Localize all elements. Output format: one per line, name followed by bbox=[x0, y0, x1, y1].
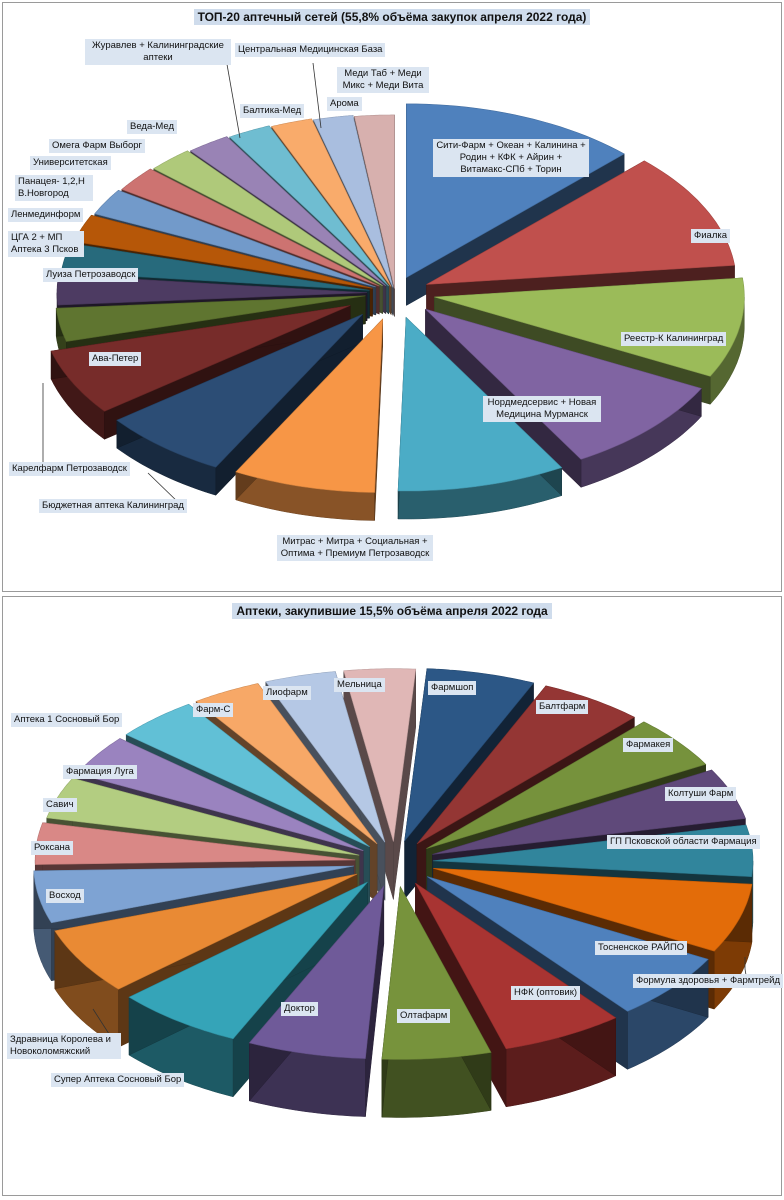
data-label: Восход bbox=[46, 889, 84, 903]
data-label: Ленмединформ bbox=[8, 208, 84, 222]
data-label: Тосненское РАЙПО bbox=[595, 941, 688, 955]
data-label: Фарм-С bbox=[193, 703, 234, 717]
data-label: Лиофарм bbox=[263, 686, 311, 700]
data-label: Доктор bbox=[281, 1002, 318, 1016]
data-label: Бюджетная аптека Калининград bbox=[39, 499, 187, 513]
leader-line bbox=[744, 957, 747, 976]
data-label: Панацея- 1,2,Н В.Новгород bbox=[15, 175, 93, 201]
data-label: Ава-Петер bbox=[89, 352, 142, 366]
data-label: Центральная Медицинская База bbox=[235, 43, 386, 57]
chart-title: ТОП-20 аптечный сетей (55,8% объёма заку… bbox=[3, 9, 781, 25]
data-label: Балтфарм bbox=[536, 700, 589, 714]
data-label: ЦГА 2 + МП Аптека 3 Псков bbox=[8, 231, 84, 257]
data-label: Формула здоровья + Фармтрейд bbox=[633, 974, 784, 988]
data-label: Журавлев + Калининградские аптеки bbox=[85, 39, 231, 65]
data-label: Арома bbox=[327, 97, 362, 111]
data-label: Нордмедсервис + Новая Медицина Мурманск bbox=[483, 396, 601, 422]
data-label: Карелфарм Петрозаводск bbox=[9, 462, 130, 476]
data-label: Университетская bbox=[30, 156, 111, 170]
top20-slice-6 bbox=[116, 313, 363, 496]
data-label: Савич bbox=[43, 798, 77, 812]
data-label: Супер Аптека Сосновый Бор bbox=[51, 1073, 185, 1087]
top20-slice-5 bbox=[235, 318, 384, 521]
data-label: НФК (оптовик) bbox=[511, 986, 581, 1000]
data-label: Олтафарм bbox=[397, 1009, 451, 1023]
data-label: Аптека 1 Сосновый Бор bbox=[11, 713, 123, 727]
chart-title: Аптеки, закупившие 15,5% объёма апреля 2… bbox=[3, 603, 781, 619]
pie-chart-pharmacies bbox=[33, 668, 754, 1118]
data-label: Омега Фарм Выборг bbox=[49, 139, 145, 153]
data-label: Фармшоп bbox=[428, 681, 477, 695]
chart-panel-pharmacies: Аптеки, закупившие 15,5% объёма апреля 2… bbox=[2, 596, 784, 1196]
data-label: Фиалка bbox=[691, 229, 731, 243]
leader-line bbox=[224, 52, 241, 139]
data-label: Сити-Фарм + Океан + Калинина + Родин + К… bbox=[433, 139, 589, 177]
data-label: Митрас + Митра + Социальная + Оптима + П… bbox=[277, 535, 433, 561]
data-label: ГП Псковской области Фармация bbox=[607, 835, 760, 849]
data-label: Фармация Луга bbox=[63, 765, 137, 779]
data-label: Реестр-К Калининград bbox=[621, 332, 727, 346]
data-label: Мельница bbox=[334, 678, 385, 692]
data-label: Балтика-Мед bbox=[240, 104, 305, 118]
chart-panel-top20: ТОП-20 аптечный сетей (55,8% объёма заку… bbox=[2, 2, 782, 592]
data-label: Здравница Королева и Новоколомяжский bbox=[7, 1033, 121, 1059]
data-label: Луиза Петрозаводск bbox=[43, 268, 139, 282]
leader-line bbox=[92, 1008, 112, 1038]
data-label: Фармакея bbox=[623, 738, 674, 752]
data-label: Роксана bbox=[31, 841, 74, 855]
data-label: Колтуши Фарм bbox=[665, 787, 737, 801]
leader-line bbox=[312, 62, 322, 129]
data-label: Веда-Мед bbox=[127, 120, 178, 134]
data-label: Меди Таб + Меди Микс + Меди Вита bbox=[337, 67, 429, 93]
